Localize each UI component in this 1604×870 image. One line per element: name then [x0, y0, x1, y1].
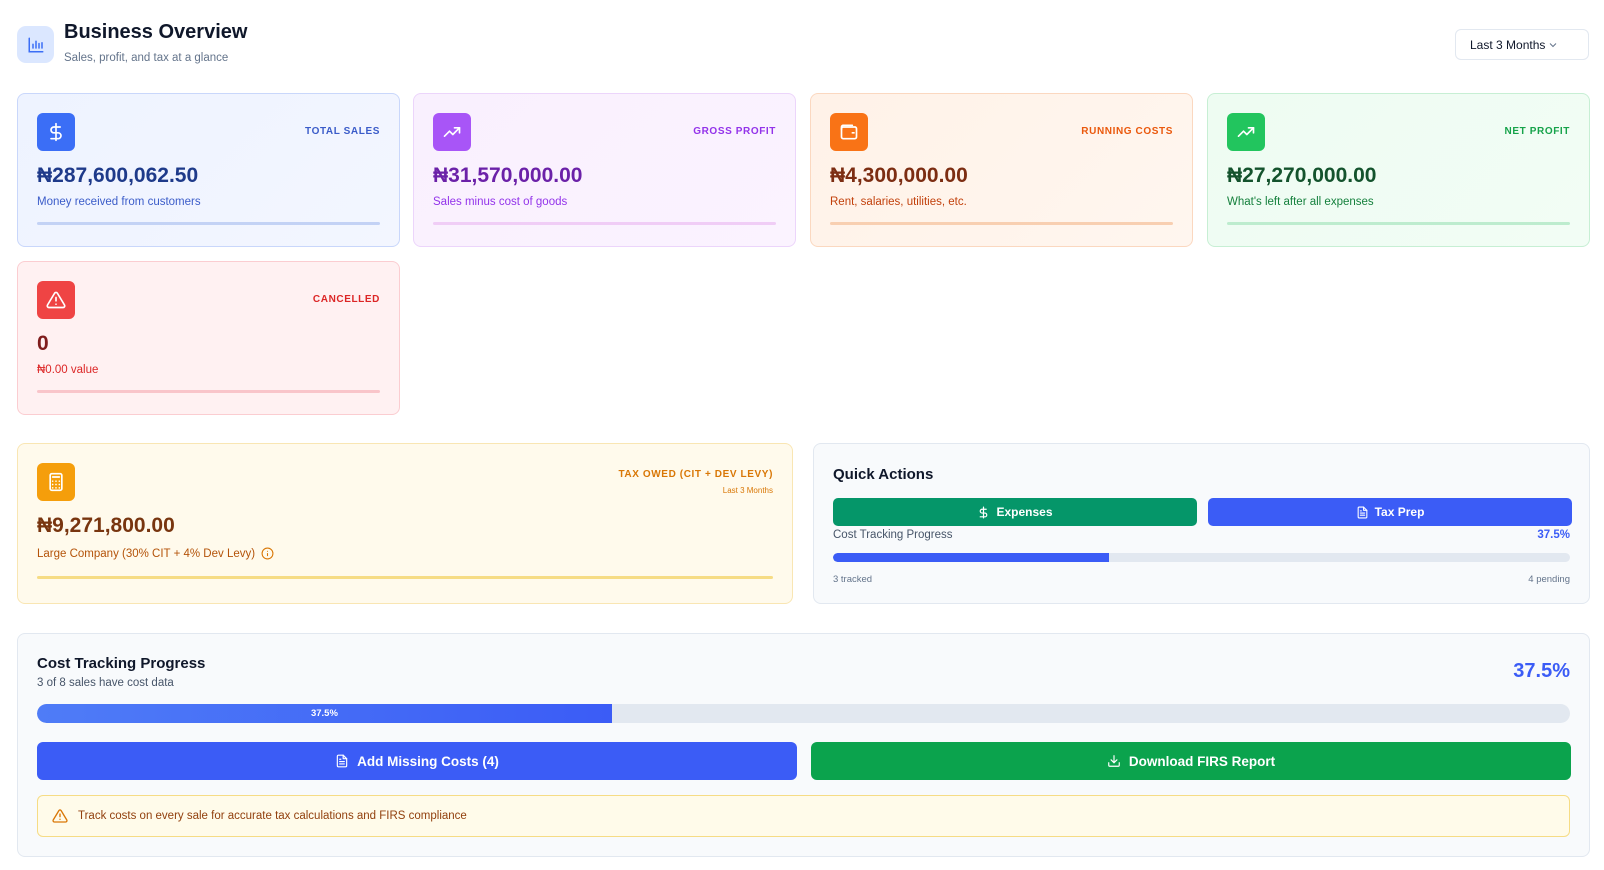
period-select[interactable]: Last 3 Months — [1455, 29, 1589, 60]
file-text-icon — [1357, 506, 1367, 518]
quick-actions-panel: Quick Actions Expenses Tax Prep Cost Tra… — [813, 443, 1590, 604]
cost-tracking-percent: 37.5% — [1513, 660, 1570, 682]
wallet-icon — [830, 113, 868, 151]
card-label: GROSS PROFIT — [693, 126, 776, 137]
total-sales-card: TOTAL SALES ₦287,600,062.50 Money receiv… — [17, 93, 400, 247]
add-missing-costs-button[interactable]: Add Missing Costs (4) — [37, 742, 797, 780]
cost-tracking-subtitle: 3 of 8 sales have cost data — [37, 677, 174, 689]
cost-tracking-panel: Cost Tracking Progress 3 of 8 sales have… — [17, 633, 1590, 857]
tax-prep-button-label: Tax Prep — [1374, 505, 1425, 519]
alert-triangle-icon — [37, 281, 75, 319]
pending-count: 4 pending — [1528, 574, 1570, 585]
expenses-button-label: Expenses — [996, 505, 1053, 519]
card-label: NET PROFIT — [1504, 126, 1570, 137]
card-value: ₦9,271,800.00 — [37, 514, 175, 537]
trending-up-icon — [1227, 113, 1265, 151]
card-accent-bar — [1227, 222, 1570, 225]
page-title: Business Overview — [64, 21, 248, 43]
card-value: ₦287,600,062.50 — [37, 164, 199, 187]
card-value: ₦27,270,000.00 — [1227, 164, 1377, 187]
download-firs-report-button[interactable]: Download FIRS Report — [811, 742, 1571, 780]
compliance-note-text: Track costs on every sale for accurate t… — [78, 810, 467, 822]
card-label: RUNNING COSTS — [1081, 126, 1173, 137]
card-accent-bar — [37, 390, 380, 393]
quick-actions-title: Quick Actions — [833, 466, 934, 483]
chevron-down-icon — [1550, 42, 1557, 47]
tax-period: Last 3 Months — [722, 486, 773, 495]
progress-percent: 37.5% — [1537, 529, 1570, 541]
card-value: 0 — [37, 332, 49, 355]
period-select-value: Last 3 Months — [1470, 37, 1546, 52]
card-value: ₦31,570,000.00 — [433, 164, 583, 187]
cost-tracking-title: Cost Tracking Progress — [37, 655, 206, 672]
cancelled-card: CANCELLED 0 ₦0.00 value — [17, 261, 400, 415]
add-missing-costs-label: Add Missing Costs (4) — [357, 753, 499, 769]
card-label: CANCELLED — [312, 294, 380, 305]
tracked-count: 3 tracked — [833, 574, 873, 585]
tax-description: Large Company (30% CIT + 4% Dev Levy) — [37, 547, 256, 560]
info-icon[interactable] — [261, 547, 274, 560]
net-profit-card: NET PROFIT ₦27,270,000.00 What's left af… — [1207, 93, 1590, 247]
cost-tracking-bar: 37.5% — [37, 704, 1570, 723]
expenses-button[interactable]: Expenses — [833, 498, 1197, 526]
download-firs-report-label: Download FIRS Report — [1128, 753, 1276, 769]
gross-profit-card: GROSS PROFIT ₦31,570,000.00 Sales minus … — [413, 93, 796, 247]
card-value: ₦4,300,000.00 — [830, 164, 968, 187]
card-accent-bar — [433, 222, 776, 225]
compliance-note: Track costs on every sale for accurate t… — [37, 795, 1570, 837]
page-subtitle: Sales, profit, and tax at a glance — [64, 52, 229, 64]
card-label: TOTAL SALES — [305, 126, 380, 137]
cost-tracking-bar-fill: 37.5% — [37, 704, 612, 723]
calculator-icon — [37, 463, 75, 501]
card-accent-bar — [830, 222, 1173, 225]
file-text-icon — [336, 754, 348, 768]
alert-triangle-icon — [52, 809, 68, 823]
tax-owed-card: TAX OWED (CIT + DEV LEVY) Last 3 Months … — [17, 443, 793, 604]
card-description: Sales minus cost of goods — [433, 196, 568, 208]
card-description: What's left after all expenses — [1227, 196, 1374, 208]
dollar-icon — [980, 505, 988, 519]
card-description: Large Company (30% CIT + 4% Dev Levy) — [37, 547, 274, 560]
card-accent-bar — [37, 222, 380, 225]
cost-tracking-bar-label: 37.5% — [310, 708, 338, 719]
progress-bar-fill — [833, 553, 1110, 562]
download-icon — [1108, 755, 1120, 767]
bar-chart-icon — [17, 26, 54, 63]
card-label: TAX OWED (CIT + DEV LEVY) — [618, 469, 773, 480]
progress-bar — [833, 553, 1570, 562]
tax-prep-button[interactable]: Tax Prep — [1208, 498, 1572, 526]
progress-label: Cost Tracking Progress — [833, 529, 953, 541]
trending-up-icon — [433, 113, 471, 151]
card-accent-bar — [37, 576, 773, 579]
dollar-icon — [37, 113, 75, 151]
card-description: Money received from customers — [37, 196, 201, 208]
card-description: Rent, salaries, utilities, etc. — [830, 196, 967, 208]
running-costs-card: RUNNING COSTS ₦4,300,000.00 Rent, salari… — [810, 93, 1193, 247]
card-description: ₦0.00 value — [37, 364, 99, 376]
